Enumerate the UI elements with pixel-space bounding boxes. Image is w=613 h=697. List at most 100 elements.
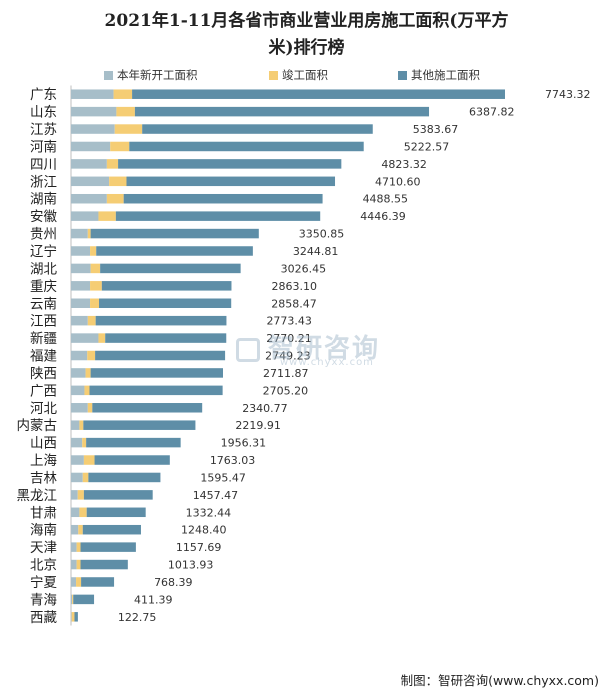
- legend-swatch-completed: [269, 70, 278, 80]
- bar-segment-other-construction: [101, 281, 232, 291]
- total-value-label: 4710.60: [375, 175, 421, 188]
- category-label: 甘肃: [30, 505, 57, 521]
- legend-swatch-other-construction: [398, 70, 407, 80]
- bar-segment-new-construction: [71, 333, 99, 343]
- bar-segment-new-construction: [71, 106, 117, 117]
- bar-segment-completed: [82, 472, 89, 483]
- bar-segment-completed: [79, 507, 87, 518]
- category-label: 河南: [30, 139, 57, 155]
- bar-segment-other-construction: [94, 455, 170, 465]
- total-value-label: 1332.44: [186, 506, 232, 519]
- bar-segment-other-construction: [82, 524, 141, 535]
- bar-segment-completed: [72, 594, 74, 605]
- bar-segment-completed: [87, 228, 91, 239]
- bar-segment-completed: [110, 141, 130, 152]
- category-label: 河北: [30, 401, 57, 417]
- category-label: 重庆: [30, 279, 57, 295]
- bar-segment-completed: [87, 403, 93, 413]
- total-value-label: 1248.40: [181, 524, 227, 537]
- bar-segment-other-construction: [89, 385, 223, 396]
- category-label: 广西: [30, 383, 57, 399]
- total-value-label: 2858.47: [271, 297, 317, 310]
- bar-segment-new-construction: [71, 315, 88, 326]
- bar-segment-completed: [79, 420, 84, 430]
- bar-segment-completed: [85, 368, 91, 378]
- total-value-label: 4823.32: [381, 158, 427, 171]
- bar-segment-other-construction: [118, 159, 342, 169]
- bar-segment-new-construction: [71, 281, 91, 291]
- total-value-label: 1013.93: [168, 559, 214, 572]
- chart-title-line-2: 米)排行榜: [268, 38, 345, 58]
- bar-segment-other-construction: [73, 594, 95, 605]
- bar-segment-other-construction: [90, 368, 223, 378]
- total-value-label: 2711.87: [263, 367, 309, 380]
- legend-item-other-construction: 其他施工面积: [398, 67, 480, 83]
- category-label: 浙江: [30, 174, 57, 190]
- bar-segment-completed: [82, 437, 87, 448]
- bar-segment-completed: [76, 577, 82, 587]
- category-label: 天津: [30, 540, 57, 556]
- bar-segment-new-construction: [71, 559, 77, 570]
- bar-segment-other-construction: [95, 315, 227, 326]
- legend-item-completed: 竣工面积: [269, 67, 328, 83]
- chart-title-line-1: 2021年1-11月各省市商业营业用房施工面积(万平方: [104, 11, 509, 31]
- category-label: 湖南: [30, 192, 57, 208]
- bar-segment-new-construction: [71, 263, 91, 274]
- bar-segment-other-construction: [80, 542, 136, 552]
- bar-segment-other-construction: [105, 333, 227, 343]
- bar-segment-completed: [106, 193, 124, 204]
- bar-segment-other-construction: [74, 612, 78, 622]
- bar-segment-new-construction: [71, 228, 88, 239]
- bar-segment-new-construction: [71, 141, 111, 152]
- total-value-label: 4488.55: [363, 193, 409, 206]
- bar-segment-other-construction: [80, 559, 128, 570]
- total-value-label: 1956.31: [221, 437, 267, 450]
- bar-segment-completed: [76, 559, 81, 570]
- bar-segment-new-construction: [71, 176, 110, 187]
- total-value-label: 3244.81: [293, 245, 339, 258]
- bar-segment-completed: [116, 106, 135, 117]
- category-label: 安徽: [30, 209, 57, 225]
- bar-segment-completed: [84, 385, 90, 396]
- bar-segment-other-construction: [99, 298, 232, 308]
- bar-segment-other-construction: [126, 176, 336, 187]
- category-label: 四川: [30, 157, 57, 173]
- category-label: 山东: [30, 105, 57, 121]
- total-value-label: 3350.85: [299, 228, 345, 241]
- total-value-label: 1763.03: [210, 454, 256, 467]
- bar-segment-other-construction: [134, 106, 430, 117]
- total-value-label: 4446.39: [360, 210, 406, 223]
- category-label: 新疆: [30, 331, 57, 347]
- total-value-label: 5383.67: [413, 123, 459, 136]
- bar-segment-new-construction: [71, 298, 91, 308]
- category-label: 云南: [30, 296, 57, 312]
- bar-segment-new-construction: [71, 89, 114, 99]
- bar-segment-other-construction: [90, 228, 259, 239]
- total-value-label: 5222.57: [404, 140, 450, 153]
- total-value-label: 2773.43: [266, 315, 312, 328]
- legend-label-completed: 竣工面积: [282, 68, 328, 82]
- bar-segment-completed: [87, 350, 96, 361]
- total-value-label: 7743.32: [545, 88, 591, 101]
- bar-segment-new-construction: [71, 437, 83, 448]
- bar-segment-new-construction: [71, 490, 78, 500]
- category-label: 吉林: [30, 470, 57, 486]
- bar-segment-new-construction: [71, 542, 77, 552]
- bar-segment-completed: [90, 263, 101, 274]
- category-label: 辽宁: [30, 243, 57, 260]
- total-value-label: 122.75: [118, 611, 157, 624]
- total-value-label: 1595.47: [200, 471, 246, 484]
- bar-segment-completed: [106, 159, 119, 169]
- bar-segment-new-construction: [71, 403, 88, 413]
- bar-segment-new-construction: [71, 507, 80, 518]
- category-label: 贵州: [30, 227, 57, 243]
- total-value-label: 6387.82: [469, 106, 514, 119]
- bar-segment-completed: [90, 298, 100, 308]
- total-value-label: 411.39: [134, 593, 173, 606]
- total-value-label: 2219.91: [235, 419, 281, 432]
- bar-segment-other-construction: [123, 193, 323, 204]
- bar-segment-other-construction: [92, 403, 203, 413]
- bar-segment-new-construction: [71, 368, 86, 378]
- bar-segment-other-construction: [100, 263, 241, 274]
- bar-segment-new-construction: [71, 594, 73, 605]
